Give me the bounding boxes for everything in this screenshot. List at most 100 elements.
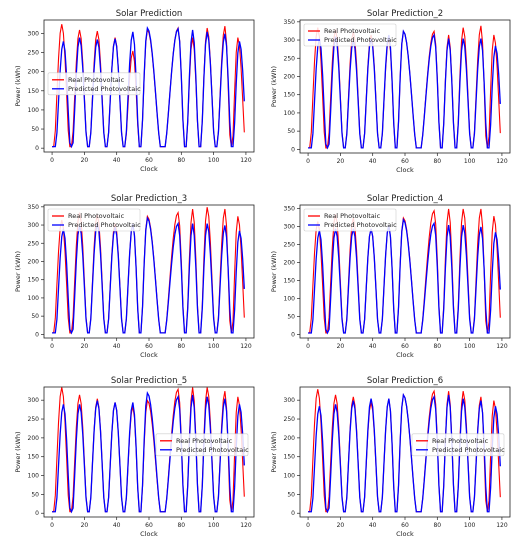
x-tick-label: 40 xyxy=(369,343,377,350)
predicted-photovoltaic-series-line xyxy=(52,216,245,335)
legend-entry: Predicted Photovoltaic xyxy=(324,36,397,44)
y-axis-label: Power (kWh) xyxy=(270,66,278,107)
y-tick-label: 300 xyxy=(284,224,296,231)
x-tick-label: 80 xyxy=(433,522,441,529)
y-tick-label: 200 xyxy=(28,258,40,265)
x-tick-label: 60 xyxy=(145,157,153,164)
x-tick-label: 120 xyxy=(496,158,508,165)
x-tick-label: 40 xyxy=(113,343,121,350)
x-tick-label: 80 xyxy=(177,343,185,350)
y-tick-label: 150 xyxy=(28,88,40,95)
y-tick-label: 0 xyxy=(291,146,295,153)
y-tick-label: 300 xyxy=(28,30,40,37)
y-axis-label: Power (kWh) xyxy=(14,431,22,472)
y-tick-label: 300 xyxy=(284,37,296,44)
y-tick-label: 350 xyxy=(284,19,296,26)
legend-entry: Real Photovoltaic xyxy=(432,437,489,445)
x-axis-label: Clock xyxy=(396,530,414,538)
x-tick-label: 80 xyxy=(177,522,185,529)
x-tick-label: 0 xyxy=(50,522,54,529)
subplot-5: Solar Prediction_5 0 20 40 60 80 100 120 0 50 100 1… xyxy=(14,376,255,538)
x-tick-label: 80 xyxy=(433,158,441,165)
y-tick-label: 50 xyxy=(31,491,39,498)
x-axis-label: Clock xyxy=(140,530,158,538)
chart-title: Solar Prediction_5 xyxy=(111,376,187,386)
y-tick-label: 200 xyxy=(284,435,296,442)
x-tick-label: 120 xyxy=(240,157,252,164)
subplot-3: Solar Prediction_3 0 20 40 60 80 100 120 0 50 100 1… xyxy=(14,194,255,359)
y-tick-label: 100 xyxy=(284,110,296,117)
y-tick-label: 50 xyxy=(31,313,39,320)
y-tick-label: 200 xyxy=(284,260,296,267)
x-tick-label: 0 xyxy=(306,522,310,529)
y-tick-label: 150 xyxy=(284,92,296,99)
chart-title: Solar Prediction xyxy=(116,9,183,19)
y-tick-label: 350 xyxy=(284,206,296,213)
legend-box xyxy=(155,433,249,457)
x-axis-label: Clock xyxy=(396,166,414,174)
y-tick-label: 200 xyxy=(28,435,40,442)
subplot-1: Solar Prediction 0 20 40 60 80 100 120 0 50 100 150… xyxy=(14,9,255,173)
legend-entry: Predicted Photovoltaic xyxy=(176,446,249,454)
y-tick-label: 250 xyxy=(284,242,296,249)
x-tick-label: 20 xyxy=(81,343,89,350)
x-tick-label: 0 xyxy=(306,158,310,165)
y-tick-label: 150 xyxy=(284,454,296,461)
y-tick-label: 50 xyxy=(287,313,295,320)
legend-entry: Real Photovoltaic xyxy=(68,212,125,220)
legend-entry: Real Photovoltaic xyxy=(68,76,125,84)
predicted-photovoltaic-series-line xyxy=(308,392,501,514)
y-tick-label: 50 xyxy=(287,491,295,498)
legend-entry: Real Photovoltaic xyxy=(324,27,381,35)
y-axis-label: Power (kWh) xyxy=(270,251,278,292)
y-tick-label: 300 xyxy=(28,222,40,229)
y-tick-label: 100 xyxy=(28,295,40,302)
y-axis-label: Power (kWh) xyxy=(14,65,22,106)
x-tick-label: 120 xyxy=(240,522,252,529)
x-tick-label: 60 xyxy=(401,522,409,529)
y-tick-label: 100 xyxy=(284,473,296,480)
x-axis-label: Clock xyxy=(140,351,158,359)
x-tick-label: 60 xyxy=(401,158,409,165)
legend-entry: Real Photovoltaic xyxy=(324,212,381,220)
y-tick-label: 0 xyxy=(291,331,295,338)
chart-title: Solar Prediction_3 xyxy=(111,194,187,204)
y-axis-label: Power (kWh) xyxy=(14,251,22,292)
legend-entry: Predicted Photovoltaic xyxy=(68,221,141,229)
y-tick-label: 350 xyxy=(28,204,40,211)
y-tick-label: 150 xyxy=(284,277,296,284)
y-tick-label: 250 xyxy=(28,50,40,57)
y-tick-label: 200 xyxy=(284,73,296,80)
y-tick-label: 250 xyxy=(28,416,40,423)
y-axis-label: Power (kWh) xyxy=(270,431,278,472)
legend-box xyxy=(47,208,141,232)
y-tick-label: 300 xyxy=(28,397,40,404)
chart-title: Solar Prediction_6 xyxy=(367,376,443,386)
x-tick-label: 100 xyxy=(208,343,220,350)
y-tick-label: 0 xyxy=(291,510,295,517)
legend-entry: Predicted Photovoltaic xyxy=(324,221,397,229)
x-tick-label: 100 xyxy=(464,343,476,350)
subplot-2: Solar Prediction_2 0 20 40 60 80 100 120 0 50 100 1… xyxy=(270,9,511,174)
x-axis-label: Clock xyxy=(396,351,414,359)
x-tick-label: 20 xyxy=(337,522,345,529)
y-tick-label: 0 xyxy=(35,331,39,338)
x-tick-label: 120 xyxy=(496,343,508,350)
y-tick-label: 250 xyxy=(284,55,296,62)
x-tick-label: 80 xyxy=(433,343,441,350)
y-tick-label: 150 xyxy=(28,277,40,284)
x-tick-label: 40 xyxy=(113,522,121,529)
x-tick-label: 0 xyxy=(50,157,54,164)
y-tick-label: 0 xyxy=(35,510,39,517)
x-tick-label: 100 xyxy=(208,522,220,529)
legend-box xyxy=(411,433,505,457)
x-tick-label: 40 xyxy=(369,158,377,165)
predicted-photovoltaic-series-line xyxy=(308,217,501,335)
y-tick-label: 250 xyxy=(284,416,296,423)
y-tick-label: 50 xyxy=(31,126,39,133)
